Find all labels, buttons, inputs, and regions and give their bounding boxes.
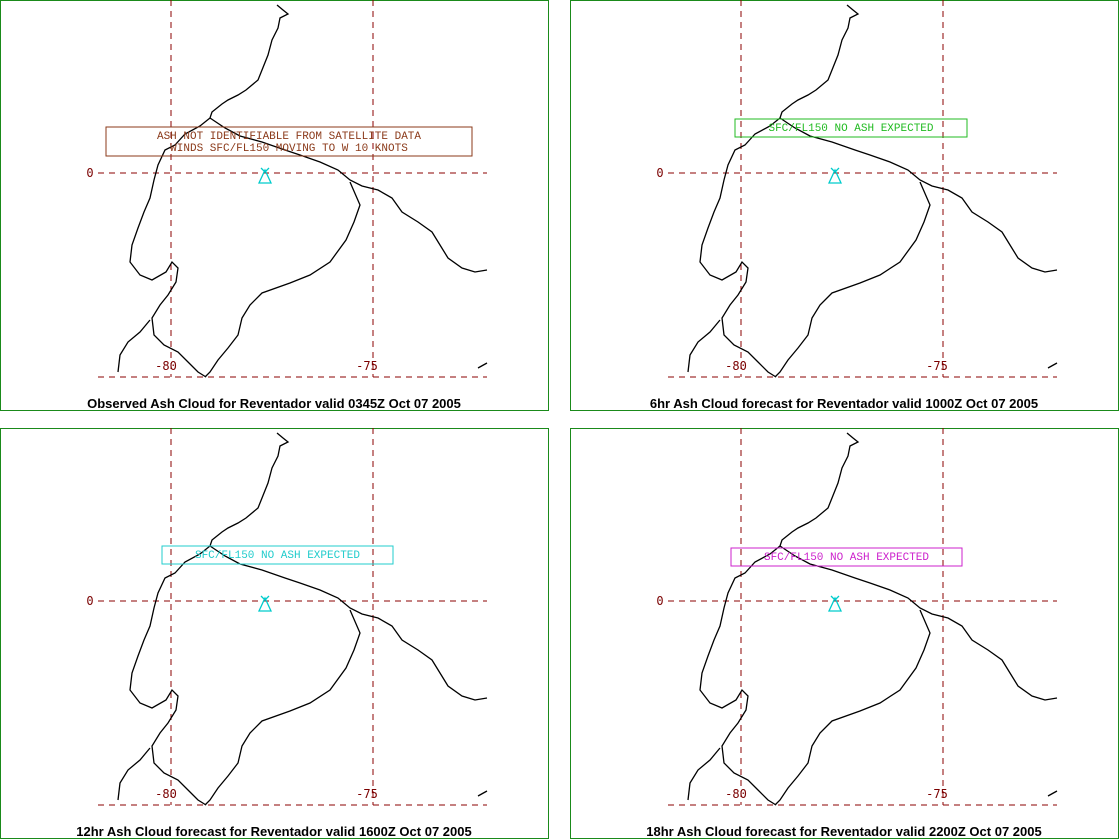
map-panel: 0 -80 -75 SFC/FL150 NO ASH EXPECTED 12hr Ash… xyxy=(0,428,549,839)
caption: 18hr Ash Cloud forecast for Reventador v… xyxy=(646,824,1041,839)
map-panel: 0 -80 -75 SFC/FL150 NO ASH EXPECTED 18hr Ash… xyxy=(570,428,1119,839)
annotation-text: SFC/FL150 NO ASH EXPECTED xyxy=(195,550,360,562)
lon-label: -75 xyxy=(356,359,378,373)
lon-label: -75 xyxy=(926,787,948,801)
lon-label: -80 xyxy=(725,787,747,801)
panel-frame xyxy=(0,0,549,411)
volcano-symbol xyxy=(257,595,273,612)
volcano-symbol xyxy=(257,167,273,184)
map-panel: 0 -80 -75 ASH NOT IDENTIFIABLE FROM SATELLI… xyxy=(0,0,549,411)
caption: Observed Ash Cloud for Reventador valid … xyxy=(87,396,461,411)
lon-label: -75 xyxy=(926,359,948,373)
panel-frame xyxy=(0,428,549,839)
annotation-text: SFC/FL150 NO ASH EXPECTED xyxy=(764,552,929,564)
volcano-symbol xyxy=(827,167,843,184)
lat-label: 0 xyxy=(86,166,93,180)
panel-frame xyxy=(570,0,1119,411)
caption: 12hr Ash Cloud forecast for Reventador v… xyxy=(76,824,471,839)
annotation-box xyxy=(105,126,473,157)
annotation-text: SFC/FL150 NO ASH EXPECTED xyxy=(768,123,933,135)
lat-label: 0 xyxy=(656,594,663,608)
panel-frame xyxy=(570,428,1119,839)
caption: 6hr Ash Cloud forecast for Reventador va… xyxy=(650,396,1038,411)
annotation-box xyxy=(734,118,968,138)
lon-label: -80 xyxy=(155,787,177,801)
annotation-box xyxy=(730,547,963,567)
volcano-symbol xyxy=(827,595,843,612)
lon-label: -75 xyxy=(356,787,378,801)
map-panel: 0 -80 -75 SFC/FL150 NO ASH EXPECTED 6hr Ash … xyxy=(570,0,1119,411)
lat-label: 0 xyxy=(656,166,663,180)
lat-label: 0 xyxy=(86,594,93,608)
lon-label: -80 xyxy=(725,359,747,373)
lon-label: -80 xyxy=(155,359,177,373)
annotation-text: WINDS SFC/FL150 MOVING TO W 10 KNOTS xyxy=(170,143,408,155)
annotation-box xyxy=(161,545,394,565)
annotation-text: ASH NOT IDENTIFIABLE FROM SATELLITE DATA xyxy=(157,131,421,143)
